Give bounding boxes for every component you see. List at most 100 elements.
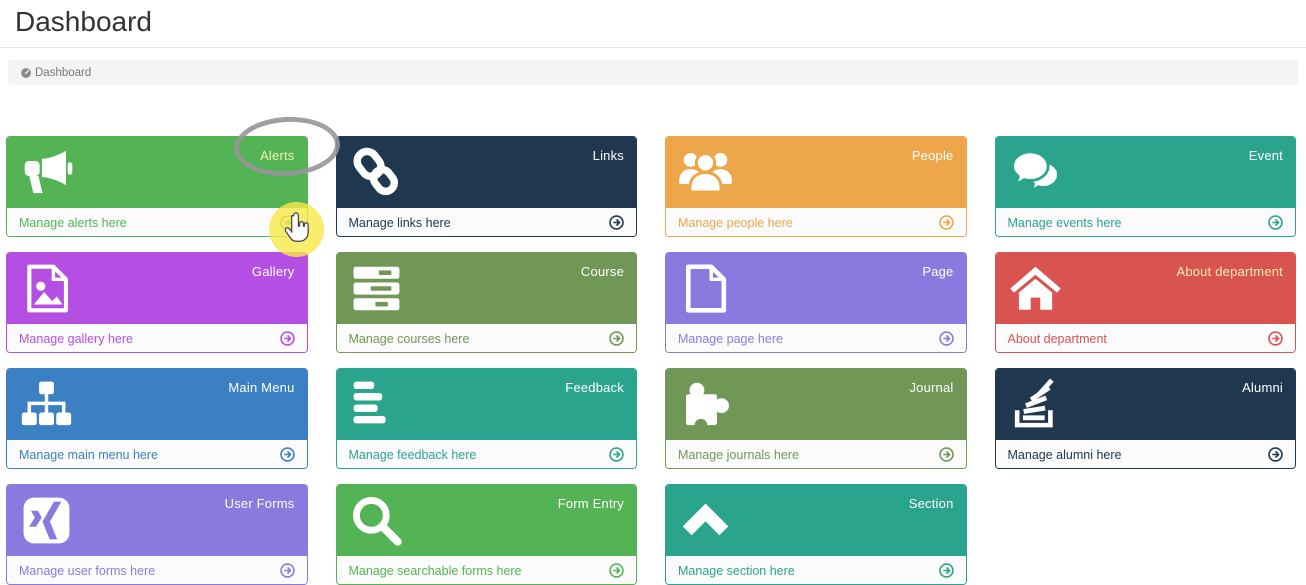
- tile-footer-text: Manage user forms here: [19, 563, 156, 578]
- tile-footer-text: Manage events here: [1007, 215, 1122, 230]
- tile-head[interactable]: Event: [995, 137, 1295, 208]
- arrow-circle-right-icon[interactable]: [938, 215, 954, 230]
- tile-page[interactable]: Page Manage page here: [665, 252, 967, 353]
- file-icon: [678, 261, 733, 316]
- tile-head[interactable]: Page: [666, 253, 966, 324]
- tile-journal[interactable]: Journal Manage journals here: [665, 368, 967, 469]
- tile-grid: Alerts Manage alerts here Links Manage l…: [6, 136, 1296, 585]
- tile-label: People: [911, 148, 954, 163]
- comments-icon: [1008, 145, 1063, 200]
- tile-section[interactable]: Section Manage section here: [665, 484, 967, 585]
- tile-alumni[interactable]: Alumni Manage alumni here: [994, 368, 1296, 469]
- arrow-circle-right-icon[interactable]: [279, 331, 295, 346]
- tile-label: User Forms: [224, 496, 295, 511]
- arrow-circle-right-icon[interactable]: [279, 215, 295, 230]
- arrow-circle-right-icon[interactable]: [279, 563, 295, 578]
- tile-footer-text: Manage journals here: [678, 447, 799, 462]
- page-title: Dashboard: [15, 6, 152, 37]
- arrow-circle-right-icon[interactable]: [938, 331, 954, 346]
- tile-footer-text: Manage people here: [678, 215, 793, 230]
- tile-footer-link[interactable]: Manage feedback here: [336, 440, 636, 468]
- tile-footer-link[interactable]: About department: [995, 324, 1295, 352]
- tile-footer-text: About department: [1007, 331, 1107, 346]
- tile-footer-link[interactable]: Manage alerts here: [7, 208, 307, 236]
- tile-head[interactable]: Feedback: [336, 369, 636, 440]
- tile-about-department[interactable]: About department About department: [994, 252, 1296, 353]
- tile-footer-text: Manage main menu here: [19, 447, 158, 462]
- tile-head[interactable]: Form Entry: [336, 485, 636, 556]
- tile-footer-text: Manage alerts here: [19, 215, 127, 230]
- tile-form-entry[interactable]: Form Entry Manage searchable forms here: [335, 484, 637, 585]
- tile-label: Form Entry: [557, 496, 624, 511]
- tile-label: Feedback: [565, 380, 624, 395]
- tile-main-menu[interactable]: Main Menu Manage main menu here: [6, 368, 308, 469]
- home-icon: [1008, 261, 1063, 316]
- tile-head[interactable]: About department: [995, 253, 1295, 324]
- tile-label: Gallery: [251, 264, 295, 279]
- chain-icon: [349, 145, 404, 200]
- tile-footer-link[interactable]: Manage main menu here: [7, 440, 307, 468]
- tile-head[interactable]: Alerts: [7, 137, 307, 208]
- tile-footer-text: Manage alumni here: [1007, 447, 1122, 462]
- tile-head[interactable]: Journal: [666, 369, 966, 440]
- tile-alerts[interactable]: Alerts Manage alerts here: [6, 136, 308, 237]
- puzzle-icon: [678, 377, 733, 432]
- tile-user-forms[interactable]: User Forms Manage user forms here: [6, 484, 308, 585]
- tile-course[interactable]: Course Manage courses here: [335, 252, 637, 353]
- tile-label: Links: [592, 148, 624, 163]
- arrow-circle-right-icon[interactable]: [609, 331, 624, 346]
- arrow-circle-right-icon[interactable]: [279, 447, 295, 462]
- tile-links[interactable]: Links Manage links here: [335, 136, 637, 237]
- tile-head[interactable]: User Forms: [7, 485, 307, 556]
- arrow-circle-right-icon[interactable]: [1268, 215, 1283, 230]
- tile-label: About department: [1176, 264, 1283, 279]
- tile-footer-text: Manage page here: [678, 331, 783, 346]
- servers-icon: [349, 261, 404, 316]
- search-icon: [349, 493, 404, 548]
- arrow-circle-right-icon[interactable]: [938, 447, 954, 462]
- tile-footer-link[interactable]: Manage section here: [666, 556, 966, 584]
- tile-label: Alumni: [1242, 380, 1283, 395]
- tile-footer-link[interactable]: Manage searchable forms here: [336, 556, 636, 584]
- tile-head[interactable]: Main Menu: [7, 369, 307, 440]
- tile-footer-text: Manage gallery here: [19, 331, 133, 346]
- tile-head[interactable]: Alumni: [995, 369, 1295, 440]
- tile-event[interactable]: Event Manage events here: [994, 136, 1296, 237]
- tile-footer-link[interactable]: Manage gallery here: [7, 324, 307, 352]
- tile-footer-link[interactable]: Manage journals here: [666, 440, 966, 468]
- arrow-circle-right-icon[interactable]: [1268, 447, 1283, 462]
- bullhorn-icon: [19, 145, 74, 200]
- tile-people[interactable]: People Manage people here: [665, 136, 967, 237]
- tile-head[interactable]: Section: [666, 485, 966, 556]
- users-icon: [678, 145, 733, 200]
- tile-head[interactable]: Links: [336, 137, 636, 208]
- stack-icon: [1008, 377, 1063, 432]
- arrow-circle-right-icon[interactable]: [609, 563, 624, 578]
- tile-feedback[interactable]: Feedback Manage feedback here: [335, 368, 637, 469]
- tile-gallery[interactable]: Gallery Manage gallery here: [6, 252, 308, 353]
- tile-footer-link[interactable]: Manage people here: [666, 208, 966, 236]
- tile-footer-link[interactable]: Manage courses here: [336, 324, 636, 352]
- tile-label: Event: [1248, 148, 1283, 163]
- breadcrumb-item-dashboard[interactable]: Dashboard: [35, 66, 92, 79]
- tile-footer-text: Manage searchable forms here: [348, 563, 522, 578]
- arrow-circle-right-icon[interactable]: [938, 563, 954, 578]
- tile-head[interactable]: Course: [336, 253, 636, 324]
- tile-footer-link[interactable]: Manage page here: [666, 324, 966, 352]
- tile-footer-link[interactable]: Manage links here: [336, 208, 636, 236]
- tile-label: Journal: [909, 380, 954, 395]
- arrow-circle-right-icon[interactable]: [1268, 331, 1283, 346]
- dashboard-icon: [20, 67, 32, 79]
- tile-footer-link[interactable]: Manage user forms here: [7, 556, 307, 584]
- tile-footer-text: Manage links here: [348, 215, 451, 230]
- tile-footer-link[interactable]: Manage events here: [995, 208, 1295, 236]
- tile-head[interactable]: People: [666, 137, 966, 208]
- tile-footer-link[interactable]: Manage alumni here: [995, 440, 1295, 468]
- tile-head[interactable]: Gallery: [7, 253, 307, 324]
- sitemap-icon: [19, 377, 74, 432]
- tile-label: Section: [908, 496, 954, 511]
- tile-footer-text: Manage section here: [678, 563, 795, 578]
- arrow-circle-right-icon[interactable]: [609, 215, 624, 230]
- arrow-circle-right-icon[interactable]: [609, 447, 624, 462]
- tile-footer-text: Manage courses here: [348, 331, 470, 346]
